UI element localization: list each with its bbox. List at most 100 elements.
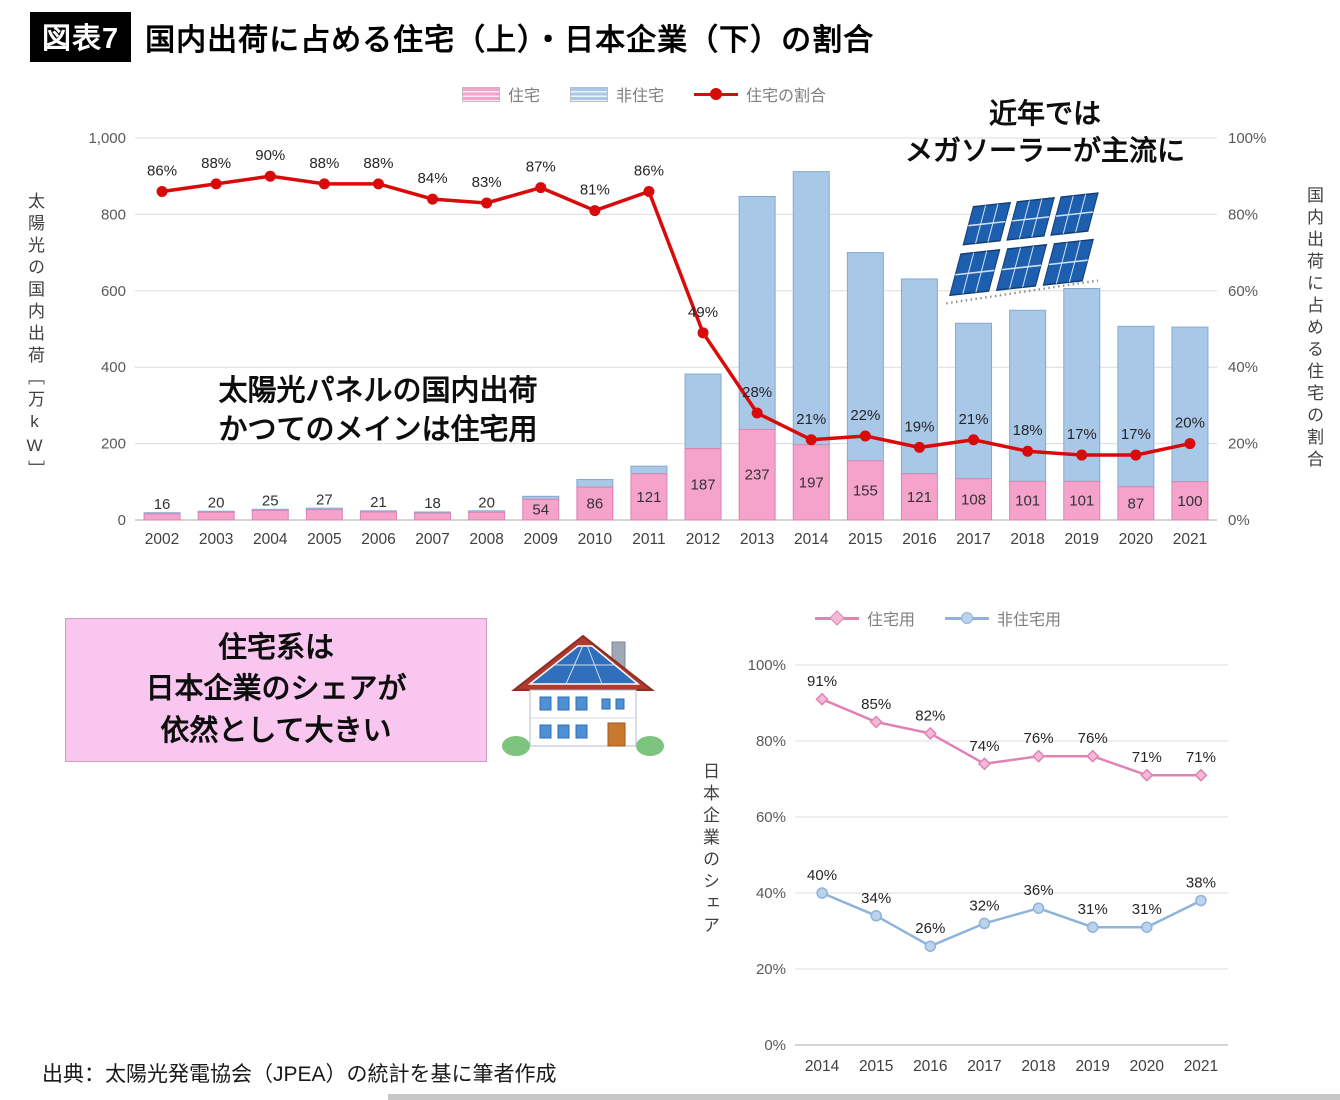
bar-nonresidential-2021 <box>1171 326 1209 483</box>
nonresidential-swatch-icon <box>570 86 609 102</box>
panel-grid-line <box>955 269 995 276</box>
point-label: 76% <box>1024 730 1054 747</box>
panel-grid-line <box>968 220 1006 227</box>
bar-residential-2014 <box>792 444 830 521</box>
figure-tag: 図表7 <box>30 12 132 62</box>
panel-grid-line <box>975 251 988 293</box>
bar-value-label: 21 <box>370 494 387 511</box>
callout-line3: 依然として大きい <box>160 714 392 747</box>
point-label: 82% <box>915 707 945 724</box>
legend-label-nonresidential-share: 非住宅用 <box>997 612 1062 629</box>
door-icon <box>607 722 626 747</box>
ratio-marker <box>427 193 439 205</box>
x-axis-tick: 2006 <box>361 531 395 548</box>
x-axis-tick: 2007 <box>415 531 449 548</box>
panel-grid-line <box>1002 264 1042 271</box>
bar-value-label: 20 <box>478 494 495 511</box>
ratio-marker <box>643 185 655 197</box>
bar-value-label: 121 <box>636 489 661 506</box>
ratio-label: 28% <box>742 384 772 401</box>
ratio-marker <box>751 407 763 419</box>
ratio-marker <box>968 434 980 446</box>
x-axis-tick: 2020 <box>1119 531 1154 548</box>
point-label: 31% <box>1132 901 1162 918</box>
window-icon <box>539 696 552 711</box>
bar-value-label: 237 <box>745 467 770 484</box>
solar-panel-array <box>946 192 1099 305</box>
domestic-shipment-note-line2: かつてのメインは住宅用 <box>218 413 538 446</box>
ratio-label: 88% <box>309 155 339 172</box>
bar-residential-2015 <box>846 460 884 521</box>
bar-residential-2009 <box>522 498 560 521</box>
bar-residential-2017 <box>955 478 993 521</box>
bush-icon <box>636 736 664 756</box>
panel-grid-line <box>962 252 975 295</box>
window-icon <box>575 696 588 711</box>
x-axis-tick: 2003 <box>199 531 233 548</box>
x-axis-tick: 2017 <box>967 1058 1001 1075</box>
ratio-label: 21% <box>959 411 989 428</box>
bar-residential-2004 <box>251 509 289 521</box>
ratio-label: 21% <box>796 411 826 428</box>
bar-residential-2011 <box>630 473 668 521</box>
bar-nonresidential-2011 <box>630 465 668 475</box>
bar-nonresidential-2015 <box>846 252 884 462</box>
y-axis-tick: 60% <box>756 809 786 826</box>
legend-item-nonresidential: 非住宅 <box>570 82 664 106</box>
marker-diamond <box>869 715 883 729</box>
residential-swatch-icon <box>462 86 500 102</box>
panel-grid-line <box>1022 245 1034 288</box>
x-axis-tick: 2013 <box>740 531 774 548</box>
point-label: 38% <box>1186 875 1216 892</box>
left-axis-tick: 800 <box>101 206 126 223</box>
domestic-shipment-note-line1: 太陽光パネルの国内出荷 <box>218 375 538 407</box>
bottom-chart-legend: 住宅用 非住宅用 <box>815 606 1061 630</box>
mega-solar-note-line1: 近年では <box>988 98 1101 129</box>
x-axis-tick: 2019 <box>1075 1058 1109 1075</box>
bar-residential-2007 <box>414 512 452 521</box>
point-label: 26% <box>915 920 945 937</box>
window-icon <box>539 724 552 739</box>
panel-grid-line <box>565 645 584 685</box>
bar-value-label: 86 <box>587 496 604 513</box>
legend-item-residential-share: 住宅用 <box>815 606 915 630</box>
ratio-label: 88% <box>201 155 231 172</box>
horizontal-scrollbar[interactable] <box>388 1094 1340 1100</box>
right-axis-tick: 20% <box>1228 436 1258 453</box>
x-axis-tick: 2015 <box>859 1058 893 1075</box>
x-axis-tick: 2018 <box>1010 531 1044 548</box>
point-label: 71% <box>1132 749 1162 766</box>
ratio-label: 87% <box>526 159 556 176</box>
marker-circle <box>1086 921 1099 933</box>
ratio-label: 88% <box>363 155 393 172</box>
x-axis-tick: 2011 <box>632 531 665 548</box>
bar-value-label: 101 <box>1069 493 1094 510</box>
bar-residential-2012 <box>684 448 722 521</box>
bar-residential-2008 <box>468 511 506 521</box>
x-axis-tick: 2018 <box>1021 1058 1055 1075</box>
bar-value-label: 20 <box>208 494 225 511</box>
window-icon <box>575 724 588 739</box>
x-axis-tick: 2014 <box>805 1058 840 1075</box>
window-icon <box>615 698 625 710</box>
x-axis-tick: 2005 <box>307 531 341 548</box>
ratio-label: 49% <box>688 304 718 321</box>
residential-share-swatch-icon <box>815 616 859 620</box>
ratio-label: 90% <box>255 147 285 164</box>
ratio-marker <box>481 197 493 209</box>
marker-diamond <box>815 692 829 706</box>
window-icon <box>601 698 611 710</box>
ratio-marker <box>1184 438 1196 450</box>
ratio-marker <box>805 434 817 446</box>
x-axis-tick: 2009 <box>524 531 558 548</box>
bottom-chart-y-axis-title: 日本企業のシェア <box>700 762 719 938</box>
marker-circle <box>1195 894 1207 907</box>
bar-value-label: 100 <box>1177 493 1202 510</box>
marker-circle <box>1141 921 1153 933</box>
bar-value-label: 108 <box>961 491 986 508</box>
ratio-label: 81% <box>580 182 610 199</box>
x-axis-tick: 2021 <box>1173 531 1207 548</box>
bar-value-label: 16 <box>154 496 171 513</box>
marker-circle <box>870 910 882 922</box>
bar-value-label: 25 <box>262 492 279 509</box>
